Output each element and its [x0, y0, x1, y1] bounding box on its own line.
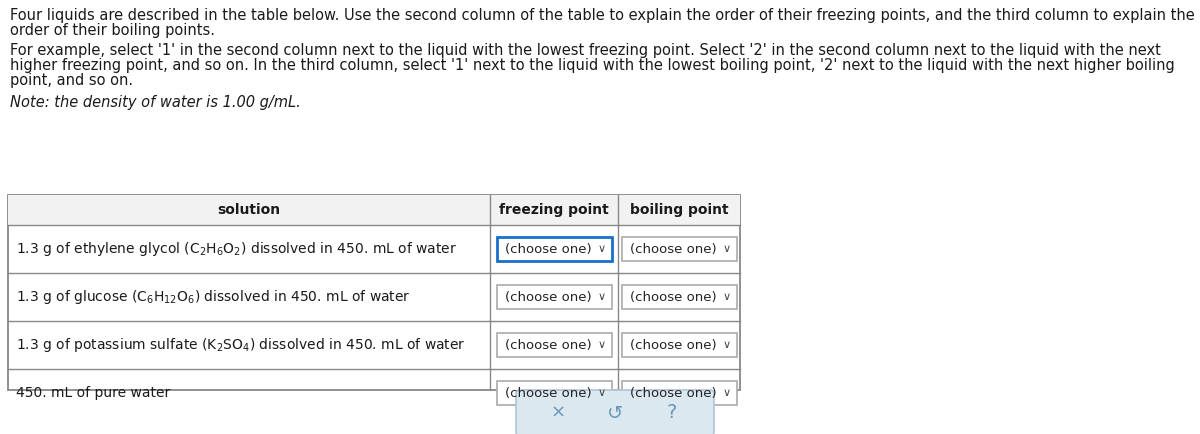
Bar [8, 195, 740, 390]
Text: (choose one): (choose one) [505, 339, 592, 352]
Text: ∨: ∨ [722, 244, 731, 254]
Text: ?: ? [667, 404, 677, 423]
Text: ∨: ∨ [598, 388, 606, 398]
Text: ∨: ∨ [722, 292, 731, 302]
FancyBboxPatch shape [622, 285, 737, 309]
Text: boiling point: boiling point [630, 203, 728, 217]
FancyBboxPatch shape [516, 390, 714, 434]
FancyBboxPatch shape [497, 333, 612, 357]
Text: 1.3 g of glucose (C$_6$H$_{12}$O$_6$) dissolved in 450. mL of water: 1.3 g of glucose (C$_6$H$_{12}$O$_6$) di… [16, 288, 410, 306]
Text: ↺: ↺ [607, 404, 623, 423]
Text: solution: solution [217, 203, 281, 217]
Text: (choose one): (choose one) [630, 339, 716, 352]
Text: (choose one): (choose one) [630, 243, 716, 256]
FancyBboxPatch shape [497, 237, 612, 261]
Text: (choose one): (choose one) [505, 290, 592, 303]
FancyBboxPatch shape [497, 285, 612, 309]
Text: freezing point: freezing point [499, 203, 608, 217]
Text: ∨: ∨ [722, 388, 731, 398]
Text: ∨: ∨ [722, 340, 731, 350]
Text: (choose one): (choose one) [505, 243, 592, 256]
Text: order of their boiling points.: order of their boiling points. [10, 23, 215, 38]
Text: higher freezing point, and so on. In the third column, select '1' next to the li: higher freezing point, and so on. In the… [10, 58, 1175, 73]
Text: ∨: ∨ [598, 292, 606, 302]
FancyBboxPatch shape [622, 381, 737, 405]
Text: Note: the density of water is 1.00 g/mL.: Note: the density of water is 1.00 g/mL. [10, 95, 301, 110]
FancyBboxPatch shape [622, 333, 737, 357]
Text: For example, select '1' in the second column next to the liquid with the lowest : For example, select '1' in the second co… [10, 43, 1160, 58]
Text: 1.3 g of ethylene glycol (C$_2$H$_6$O$_2$) dissolved in 450. mL of water: 1.3 g of ethylene glycol (C$_2$H$_6$O$_2… [16, 240, 457, 258]
Text: (choose one): (choose one) [630, 387, 716, 400]
Text: ×: × [551, 404, 565, 422]
Bar [8, 195, 740, 225]
Text: ∨: ∨ [598, 244, 606, 254]
Text: (choose one): (choose one) [505, 387, 592, 400]
Text: Four liquids are described in the table below. Use the second column of the tabl: Four liquids are described in the table … [10, 8, 1195, 23]
Text: 450. mL of pure water: 450. mL of pure water [16, 386, 170, 400]
Text: point, and so on.: point, and so on. [10, 73, 133, 88]
FancyBboxPatch shape [622, 237, 737, 261]
Text: ∨: ∨ [598, 340, 606, 350]
Text: 1.3 g of potassium sulfate (K$_2$SO$_4$) dissolved in 450. mL of water: 1.3 g of potassium sulfate (K$_2$SO$_4$)… [16, 336, 466, 354]
FancyBboxPatch shape [497, 381, 612, 405]
Text: (choose one): (choose one) [630, 290, 716, 303]
